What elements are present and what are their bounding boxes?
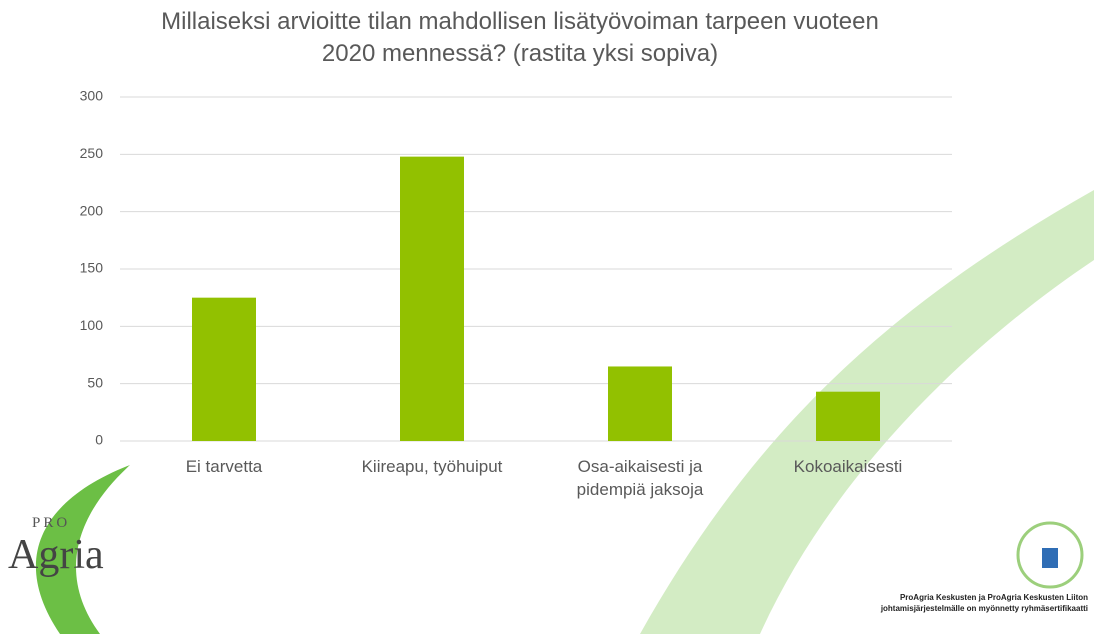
logo-top: PRO [32, 515, 70, 531]
bar [400, 157, 464, 441]
y-tick-label: 0 [95, 432, 103, 448]
chart: PRO Agria ProAgria Keskusten ja ProAgria… [0, 0, 1094, 634]
y-tick-label: 150 [80, 260, 104, 276]
y-tick-label: 250 [80, 145, 104, 161]
x-tick-label: Ei tarvetta [134, 455, 314, 478]
y-tick-label: 200 [80, 202, 104, 218]
x-tick-label: Kokoaikaisesti [758, 455, 938, 478]
chart-title: Millaiseksi arvioitte tilan mahdollisen … [140, 6, 900, 70]
slide: PRO Agria ProAgria Keskusten ja ProAgria… [0, 0, 1094, 634]
cert-icon [1042, 548, 1058, 568]
footer-line: ProAgria Keskusten ja ProAgria Keskusten… [900, 593, 1088, 602]
x-tick-label: Osa-aikaisesti ja pidempiä jaksoja [550, 455, 730, 501]
y-tick-label: 50 [87, 374, 103, 390]
y-tick-label: 100 [80, 317, 104, 333]
y-tick-label: 300 [80, 88, 104, 104]
logo-bottom: Agria [8, 532, 104, 578]
bar [816, 392, 880, 441]
bar [608, 366, 672, 441]
bar [192, 298, 256, 441]
x-tick-label: Kiireapu, työhuiput [342, 455, 522, 478]
footer-line: johtamisjärjestelmälle on myönnetty ryhm… [880, 604, 1088, 613]
